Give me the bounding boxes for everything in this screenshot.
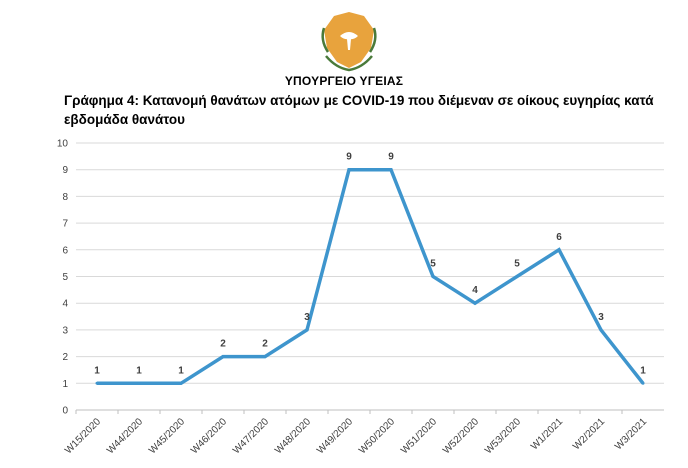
data-label: 5 xyxy=(430,259,436,270)
data-label: 3 xyxy=(598,312,604,323)
x-tick-label: W51/2020 xyxy=(399,416,439,456)
data-label: 2 xyxy=(262,339,268,350)
data-point xyxy=(473,301,477,305)
data-point xyxy=(557,248,561,252)
x-tick-label: W1/2021 xyxy=(529,416,565,452)
y-tick-label: 6 xyxy=(62,245,68,256)
cyprus-coat-of-arms-icon xyxy=(321,12,377,72)
data-label: 6 xyxy=(556,232,562,243)
y-tick-label: 3 xyxy=(62,325,68,336)
y-tick-label: 7 xyxy=(62,219,68,230)
data-label: 3 xyxy=(304,312,310,323)
x-tick-label: W2/2021 xyxy=(571,416,607,452)
data-label: 5 xyxy=(514,259,520,270)
x-tick-label: W44/2020 xyxy=(105,416,145,456)
data-point xyxy=(305,328,309,332)
data-label: 1 xyxy=(640,365,646,376)
data-label: 1 xyxy=(178,365,184,376)
y-tick-label: 9 xyxy=(62,165,68,176)
data-label: 1 xyxy=(136,365,142,376)
y-tick-label: 5 xyxy=(62,272,68,283)
data-point xyxy=(347,168,351,172)
x-tick-label: W47/2020 xyxy=(231,416,271,456)
data-point xyxy=(515,275,519,278)
x-tick-label: W48/2020 xyxy=(273,416,313,456)
y-tick-label: 1 xyxy=(62,379,68,390)
x-tick-label: W52/2020 xyxy=(441,416,481,456)
data-point xyxy=(263,355,267,359)
y-tick-label: 4 xyxy=(62,299,68,310)
series-line xyxy=(97,167,645,386)
y-tick-label: 2 xyxy=(62,352,68,363)
data-point xyxy=(179,381,183,385)
y-tick-label: 0 xyxy=(62,406,68,417)
ministry-name: ΥΠΟΥΡΓΕΙΟ ΥΓΕΙΑΣ xyxy=(284,74,404,88)
x-tick-label: W50/2020 xyxy=(357,416,397,456)
y-tick-label: 8 xyxy=(62,192,68,203)
data-point xyxy=(599,328,603,332)
x-tick-label: W49/2020 xyxy=(315,416,355,456)
data-label: 2 xyxy=(220,339,226,350)
x-tick-label: W53/2020 xyxy=(483,416,523,456)
data-point xyxy=(641,381,645,385)
data-point xyxy=(137,381,141,385)
data-point xyxy=(431,275,435,278)
data-label: 4 xyxy=(472,285,478,296)
data-point xyxy=(389,168,393,172)
y-tick-label: 10 xyxy=(57,139,69,150)
chart-title: Γράφημα 4: Κατανομή θανάτων ατόμων με CO… xyxy=(64,93,654,127)
x-tick-label: W46/2020 xyxy=(189,416,229,456)
x-tick-label: W15/2020 xyxy=(63,416,103,456)
data-label: 9 xyxy=(388,152,394,163)
x-tick-label: W3/2021 xyxy=(613,416,649,452)
data-point xyxy=(95,381,99,385)
x-tick-label: W45/2020 xyxy=(147,416,187,456)
data-label: 9 xyxy=(346,152,352,163)
data-point xyxy=(221,355,225,359)
data-label: 1 xyxy=(94,365,100,376)
